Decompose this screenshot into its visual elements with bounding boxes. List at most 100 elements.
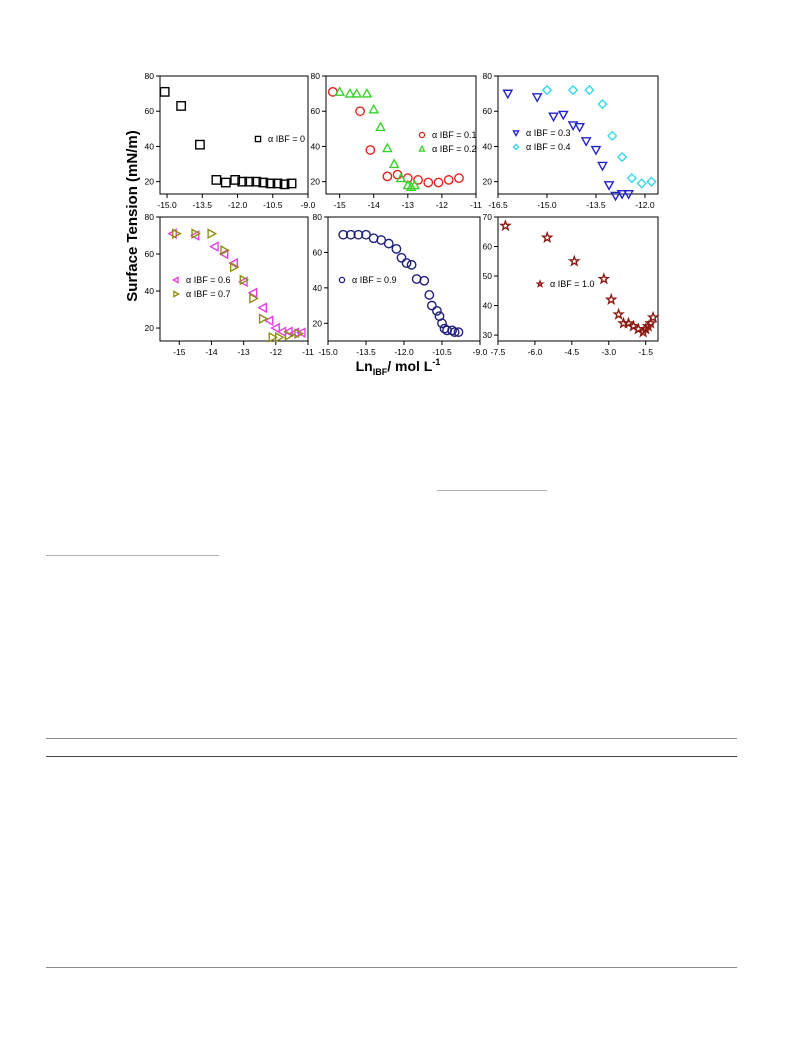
x-tick-label: -9.0 (301, 200, 316, 210)
data-point (279, 179, 290, 190)
y-tick-label: 40 (145, 286, 155, 296)
y-tick-label: 40 (311, 141, 321, 151)
data-point (263, 315, 274, 327)
data-point (382, 171, 393, 182)
data-point (401, 258, 412, 268)
y-tick-label: 20 (145, 177, 155, 187)
data-point (381, 142, 393, 153)
x-tick-label: -15 (333, 200, 346, 210)
data-point (454, 173, 464, 184)
legend-label: α IBF = 1.0 (550, 279, 594, 289)
data-point (239, 274, 250, 286)
data-point (453, 327, 464, 338)
data-point (228, 257, 239, 269)
y-tick-label: 80 (313, 212, 323, 222)
data-point (584, 84, 595, 96)
data-point (383, 238, 394, 249)
y-tick-label: 30 (483, 330, 493, 340)
data-point (244, 176, 255, 187)
x-tick-label: -15.0 (157, 200, 177, 210)
legend-symbol (254, 135, 262, 143)
y-tick-label: 20 (313, 318, 323, 328)
data-point (437, 318, 447, 329)
data-point (237, 176, 248, 187)
data-point (616, 151, 628, 163)
x-tick-label: -12.0 (635, 200, 655, 210)
x-axis-label: LnIBF/ mol L-1 (356, 357, 441, 377)
y-tick-label: 20 (483, 177, 493, 187)
data-point (636, 325, 650, 338)
data-point (597, 272, 611, 285)
chart-panel-6: -7.5 -6.0 -4.5 -3.0 -1.5 30 40 50 60 70 α IBF = 1.… (483, 212, 660, 357)
data-point (247, 287, 258, 299)
y-tick-label: 80 (145, 71, 155, 81)
data-point (432, 305, 442, 316)
data-point (207, 228, 218, 240)
y-tick-label: 40 (313, 283, 323, 293)
data-point (622, 316, 635, 329)
data-point (376, 235, 387, 245)
data-point (268, 331, 279, 343)
x-tick-label: -12 (270, 347, 283, 357)
y-tick-label: 20 (311, 177, 321, 187)
data-point (274, 331, 285, 343)
data-point (172, 228, 182, 240)
chart-panel-1: -15.0 -13.5 -12.0 -10.5 -9.0 20 40 60 80 α IBF = … (145, 71, 316, 210)
data-point (597, 98, 608, 110)
data-point (607, 130, 618, 142)
x-tick-label: -13 (238, 347, 251, 357)
chart-panel-4: -15 -14 -13 -12 -11 20 40 60 80 α IBF = 0.6 α IBF … (145, 212, 315, 357)
data-point (220, 177, 231, 188)
x-tick-label: -15 (173, 347, 186, 357)
data-point (423, 177, 434, 188)
x-tick-label: -10.5 (263, 200, 283, 210)
data-point (597, 161, 608, 172)
data-point (258, 177, 269, 188)
data-point (413, 175, 423, 185)
data-point (395, 172, 407, 183)
data-point (419, 275, 430, 286)
x-tick-label: -13.5 (356, 347, 376, 357)
legend-symbol (172, 276, 179, 284)
data-point (574, 123, 586, 133)
legend-label: α IBF = 0.7 (186, 289, 230, 299)
plot-frame (325, 75, 477, 195)
plot-frame (327, 216, 481, 342)
y-tick-label: 40 (145, 141, 155, 151)
x-tick-label: -15.0 (537, 200, 557, 210)
data-point (344, 87, 356, 98)
data-point (405, 181, 417, 192)
data-point (548, 112, 559, 123)
legend-label: α IBF = 0.4 (526, 142, 570, 152)
data-point (603, 181, 615, 191)
data-point (499, 219, 512, 232)
y-tick-label: 20 (145, 323, 155, 333)
data-point (580, 137, 592, 147)
table-rule-bottom (46, 967, 737, 968)
y-tick-label: 80 (483, 71, 493, 81)
y-tick-label: 80 (311, 71, 321, 81)
data-point (604, 292, 618, 306)
data-point (230, 175, 241, 185)
data-point (286, 178, 297, 189)
data-point (406, 259, 417, 270)
figure: Surface Tension (mN/m) LnIBF/ mol L-1 -1… (124, 71, 660, 377)
data-point (218, 248, 229, 260)
x-axis-label-sub: IBF (373, 367, 388, 377)
data-point (361, 87, 373, 98)
chart-panels: -15.0 -13.5 -12.0 -10.5 -9.0 20 40 60 80 α IBF = … (145, 71, 660, 357)
data-point (557, 110, 569, 121)
y-tick-label: 40 (483, 141, 493, 151)
legend-symbol (173, 290, 180, 298)
y-tick-label: 80 (145, 212, 155, 222)
data-point (375, 121, 386, 132)
x-tick-label: -10.5 (432, 347, 452, 357)
x-tick-label: -9.0 (473, 347, 488, 357)
data-point (272, 178, 283, 189)
data-point (191, 228, 202, 240)
x-axis-label-main: Ln (356, 358, 373, 374)
legend-label: α IBF = 0.3 (526, 128, 570, 138)
plot-frame (497, 75, 659, 195)
data-point (334, 86, 346, 96)
data-point (338, 229, 349, 240)
